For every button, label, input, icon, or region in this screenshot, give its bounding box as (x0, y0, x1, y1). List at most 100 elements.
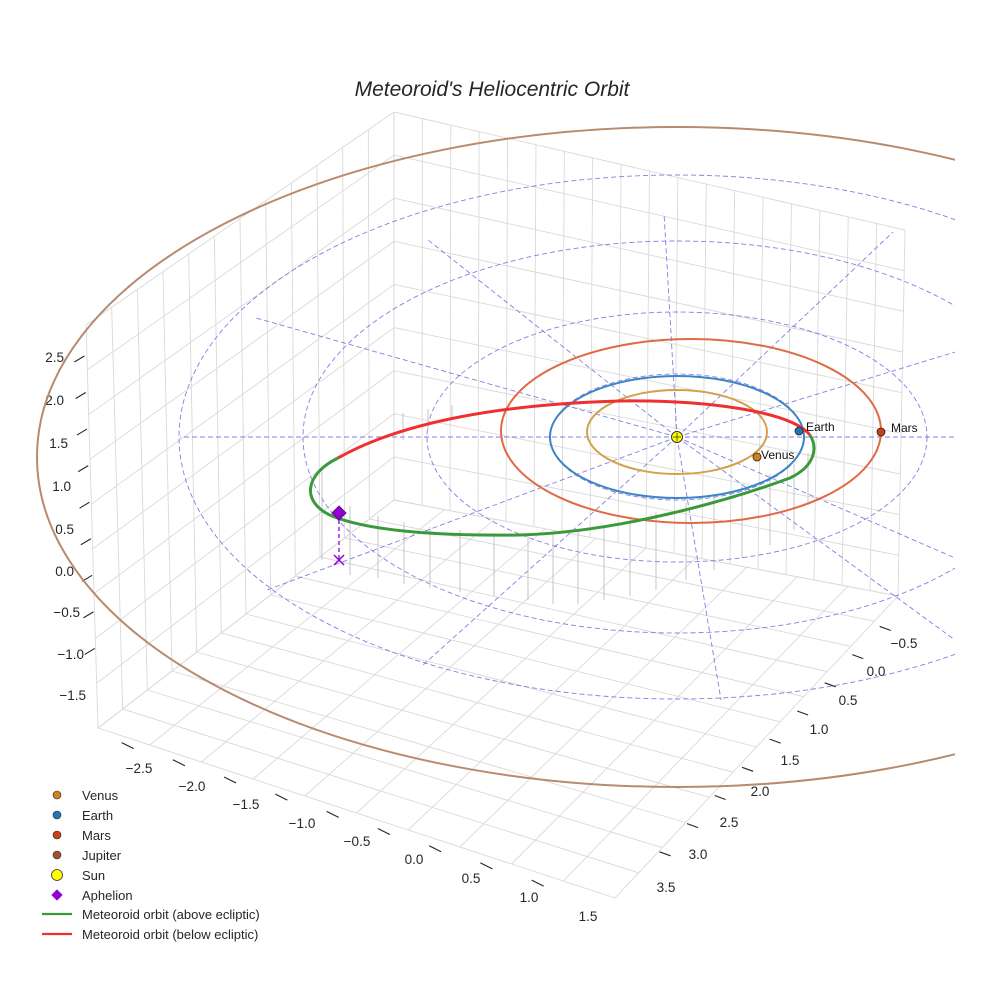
x-tick-label: 0.5 (462, 871, 481, 886)
x-tick-label: 1.0 (520, 890, 539, 905)
back-wall-gridline (533, 144, 537, 527)
legend-venus-label: Venus (82, 788, 119, 803)
back-wall-gridline (673, 177, 679, 554)
ecliptic-spoke (663, 212, 678, 438)
back-wall-gridline (393, 111, 906, 231)
x-tick-label: −1.0 (289, 816, 316, 831)
y-tick-mark (659, 851, 671, 857)
floor-gridline (171, 670, 686, 823)
z-tick-label: 0.0 (55, 564, 74, 579)
z-tick-mark (74, 355, 85, 363)
back-wall-gridline (393, 284, 902, 394)
z-tick-label: −1.5 (59, 688, 86, 703)
x-tick-label: −2.0 (179, 779, 206, 794)
y-tick-label: 0.5 (839, 693, 858, 708)
y-axis-tick-labels: −0.5 0.0 0.5 1.0 1.5 2.0 2.5 3.0 3.5 (657, 636, 918, 895)
z-tick-label: −0.5 (53, 605, 80, 620)
x-axis-tick-labels: −2.5 −2.0 −1.5 −1.0 −0.5 0.0 0.5 1.0 1.5 (126, 761, 598, 924)
y-tick-label: −0.5 (891, 636, 918, 651)
floor-gridline (196, 651, 710, 798)
ecliptic-spoke (676, 231, 894, 438)
x-tick-label: 0.0 (405, 852, 424, 867)
left-wall-gridline (89, 240, 395, 460)
back-wall-gridline (617, 164, 622, 543)
ecliptic-spoke (676, 436, 955, 559)
venus-marker (752, 452, 762, 462)
z-tick-label: 2.0 (45, 393, 64, 408)
left-wall-gridline (95, 413, 395, 639)
y-tick-mark (879, 625, 891, 631)
left-wall-gridline (213, 236, 222, 634)
y-tick-mark (769, 738, 781, 744)
z-tick-mark (84, 647, 95, 655)
meteoroid-drop-lines (321, 405, 809, 604)
back-wall-gridline (645, 170, 650, 549)
floor-gridline (393, 499, 899, 597)
z-tick-mark (80, 538, 92, 546)
floor-gridline (245, 613, 757, 748)
meteoroid-orbit-above (308, 434, 816, 537)
z-tick-label: 1.0 (52, 479, 71, 494)
sun-center-mark (673, 433, 681, 441)
aphelion-marker (331, 505, 347, 521)
floor-gridline (221, 632, 734, 773)
back-wall-gridline (757, 197, 764, 570)
z-axis-tick-labels: 2.5 2.0 1.5 1.0 0.5 0.0 −0.5 −1.0 −1.5 (45, 350, 86, 703)
venus-label: Venus (761, 448, 794, 462)
legend-sun-swatch (51, 869, 63, 881)
floor-gridline (319, 556, 828, 672)
y-tick-mark (741, 766, 754, 772)
left-wall-gridline (88, 197, 395, 415)
y-tick-label: 3.5 (657, 880, 676, 895)
z-tick-mark (83, 611, 94, 619)
y-tick-label: 2.0 (751, 784, 770, 799)
z-tick-mark (79, 501, 90, 509)
legend: Venus Earth Mars Jupiter Sun Aphelion Me… (42, 788, 260, 942)
mars-label: Mars (891, 421, 918, 435)
legend-venus-swatch (52, 790, 62, 800)
left-wall-gridline (162, 271, 173, 672)
floor-gridline (369, 518, 875, 622)
ecliptic-ring (302, 240, 955, 634)
back-wall-gridline (393, 327, 902, 434)
ecliptic-ring (178, 174, 955, 700)
back-wall-gridline (841, 216, 849, 586)
x-tick-mark (480, 862, 493, 870)
legend-jupiter-label: Jupiter (82, 848, 122, 863)
back-wall-gridline (897, 229, 906, 597)
z-tick-mark (77, 465, 89, 473)
back-wall-gridline (393, 456, 899, 556)
z-tick-label: 2.5 (45, 350, 64, 365)
back-wall-gridline (393, 370, 901, 475)
floor-gridline (344, 537, 851, 647)
left-wall-gridline (85, 324, 99, 729)
x-tick-mark (326, 810, 339, 818)
ecliptic-grid (178, 174, 955, 701)
left-wall-gridline (239, 218, 247, 615)
meteoroid-orbit-below (337, 399, 812, 460)
z-tick-label: 1.5 (49, 436, 68, 451)
y-tick-mark (714, 794, 726, 801)
x-tick-mark (223, 776, 237, 784)
ecliptic-spoke (676, 436, 722, 701)
x-tick-mark (275, 793, 288, 801)
floor-gridline (270, 594, 781, 723)
back-wall-gridline (393, 154, 905, 272)
jupiter-orbit (36, 126, 955, 788)
floor-gridline (97, 727, 616, 899)
back-wall-gridline (477, 131, 480, 517)
back-wall-gridline (785, 203, 792, 575)
x-tick-mark (172, 759, 186, 767)
left-wall-gridline (136, 289, 148, 691)
earth-label: Earth (806, 420, 835, 434)
back-wall-gridline (813, 210, 821, 581)
floor-gridline (147, 689, 663, 849)
legend-below-label: Meteoroid orbit (below ecliptic) (82, 927, 258, 942)
z-tick-mark (76, 428, 88, 436)
y-tick-mark (824, 682, 836, 688)
back-wall-gridline (869, 223, 878, 591)
left-wall-gridline (96, 456, 395, 684)
x-tick-mark (531, 879, 544, 887)
ecliptic-spoke (427, 239, 678, 438)
